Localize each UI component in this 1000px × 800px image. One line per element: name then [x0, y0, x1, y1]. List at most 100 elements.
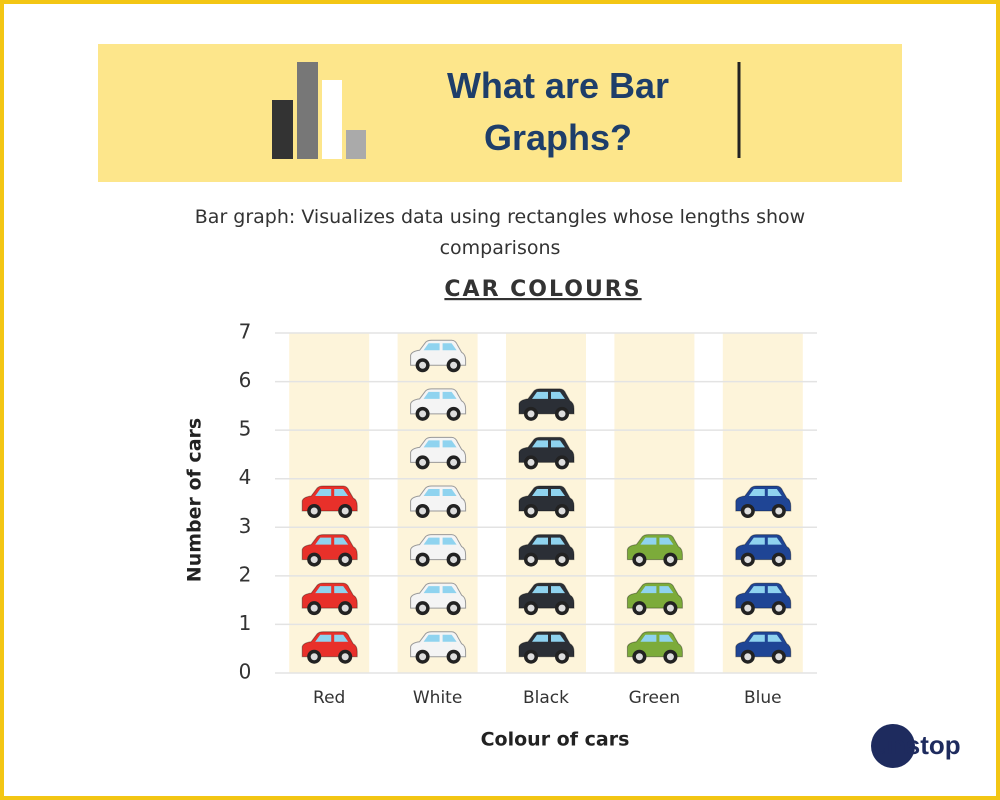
car-window	[423, 440, 457, 448]
icon-bar	[297, 62, 318, 159]
column-band	[614, 333, 695, 673]
car-hub	[558, 604, 566, 612]
car-hub	[527, 458, 535, 466]
car-hub	[341, 507, 349, 515]
description: Bar graph: Visualizes data using rectang…	[194, 206, 806, 259]
x-axis-label: Colour of cars	[481, 729, 630, 751]
car-hub	[450, 653, 458, 661]
icon-bar	[322, 80, 342, 159]
car-hub	[744, 653, 752, 661]
car-hub	[419, 361, 427, 369]
y-axis-label: Number of cars	[184, 418, 206, 582]
car-hub	[419, 458, 427, 466]
car-window	[315, 634, 349, 642]
car-window	[748, 586, 782, 594]
car-hub	[527, 507, 535, 515]
car-hub	[635, 653, 643, 661]
car-window	[532, 586, 565, 594]
x-tick-label: Green	[629, 688, 680, 708]
car-hub	[450, 361, 458, 369]
y-tick-label: 6	[239, 368, 252, 392]
car-window	[532, 634, 565, 642]
car-hub	[775, 604, 783, 612]
car-window	[640, 537, 674, 545]
x-tick-label: White	[413, 688, 462, 708]
car-hub	[775, 653, 783, 661]
car-hub	[744, 604, 752, 612]
car-hub	[419, 653, 427, 661]
car-window	[423, 634, 457, 642]
car-hub	[558, 653, 566, 661]
car-window	[748, 489, 782, 496]
car-hub	[527, 410, 535, 418]
car-hub	[527, 604, 535, 612]
y-tick-label: 2	[239, 562, 252, 586]
car-window	[748, 537, 782, 545]
car-hub	[419, 556, 427, 564]
car-window	[315, 537, 349, 545]
x-tick-label: Black	[523, 688, 569, 708]
car-window	[423, 343, 457, 351]
car-hub	[527, 556, 535, 564]
car-hub	[450, 410, 458, 418]
car-hub	[419, 604, 427, 612]
car-hub	[558, 410, 566, 418]
car-window	[315, 586, 349, 594]
car-window	[423, 391, 457, 399]
brand-logo: unstop	[874, 730, 961, 760]
car-window	[315, 489, 349, 496]
chart-title: CAR COLOURS	[444, 277, 641, 302]
header-title: What are Bar Graphs?	[446, 65, 670, 158]
car-hub	[310, 507, 318, 515]
car-hub	[635, 556, 643, 564]
car-hub	[450, 604, 458, 612]
car-hub	[419, 507, 427, 515]
car-window	[423, 489, 457, 496]
car-hub	[635, 604, 643, 612]
car-hub	[666, 604, 674, 612]
y-tick-label: 0	[239, 660, 252, 684]
car-window	[423, 537, 457, 545]
car-hub	[310, 556, 318, 564]
car-hub	[341, 556, 349, 564]
car-hub	[310, 653, 318, 661]
x-tick-label: Blue	[744, 688, 782, 708]
car-hub	[419, 410, 427, 418]
car-hub	[310, 604, 318, 612]
brand-circle	[871, 724, 915, 768]
y-tick-label: 1	[239, 611, 252, 635]
car-hub	[558, 507, 566, 515]
car-hub	[775, 507, 783, 515]
y-tick-label: 5	[239, 417, 252, 441]
car-window	[532, 489, 565, 496]
icon-bar	[272, 100, 293, 159]
car-window	[532, 391, 565, 399]
car-hub	[450, 507, 458, 515]
car-window	[748, 634, 782, 642]
car-hub	[666, 653, 674, 661]
header-icon	[272, 62, 741, 159]
car-hub	[558, 458, 566, 466]
car-window	[640, 586, 674, 594]
bar	[735, 485, 792, 664]
icon-bar	[346, 130, 366, 159]
car-hub	[341, 653, 349, 661]
bar	[301, 485, 358, 664]
header: What are Bar Graphs?	[98, 44, 902, 182]
bar	[410, 339, 467, 664]
car-hub	[775, 556, 783, 564]
bar	[626, 534, 683, 664]
y-tick-label: 4	[239, 465, 252, 489]
car-hub	[558, 556, 566, 564]
x-tick-label: Red	[313, 688, 345, 708]
car-window	[423, 586, 457, 594]
car-window	[532, 440, 565, 448]
y-tick-label: 7	[239, 320, 252, 344]
car-window	[640, 634, 674, 642]
car-hub	[744, 507, 752, 515]
y-tick-label: 3	[239, 514, 252, 538]
car-hub	[527, 653, 535, 661]
car-hub	[744, 556, 752, 564]
